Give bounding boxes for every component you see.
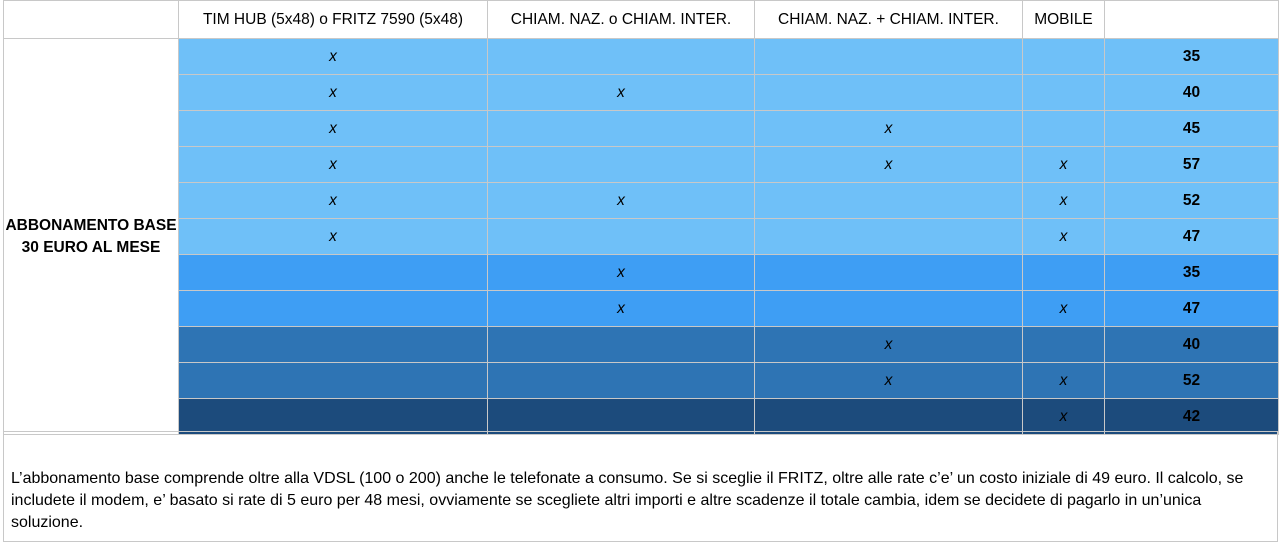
price-cell: 42 bbox=[1104, 398, 1279, 435]
table-row: x x 52 bbox=[4, 362, 1279, 399]
table-row: x x x 57 bbox=[4, 146, 1279, 183]
table-row: x x 47 bbox=[4, 218, 1279, 255]
option-cell-calls-or bbox=[487, 326, 755, 363]
option-cell-modem bbox=[178, 362, 488, 399]
table-row: x 35 bbox=[4, 254, 1279, 291]
option-cell-modem: x bbox=[178, 146, 488, 183]
table-row: x x 47 bbox=[4, 290, 1279, 327]
header-cell-mobile: MOBILE bbox=[1022, 0, 1105, 39]
pricing-table: TIM HUB (5x48) o FRITZ 7590 (5x48) CHIAM… bbox=[3, 0, 1279, 435]
option-cell-calls-plus bbox=[754, 398, 1023, 435]
option-cell-calls-or: x bbox=[487, 290, 755, 327]
option-cell-calls-plus bbox=[754, 218, 1023, 255]
option-cell-mobile bbox=[1022, 38, 1105, 75]
row-label: ABBONAMENTO BASE 30 EURO AL MESE bbox=[3, 38, 179, 435]
option-cell-mobile bbox=[1022, 110, 1105, 147]
option-cell-mobile bbox=[1022, 74, 1105, 111]
price-cell: 47 bbox=[1104, 290, 1279, 327]
note-text: L’abbonamento base comprende oltre alla … bbox=[11, 470, 1244, 531]
option-cell-mobile: x bbox=[1022, 362, 1105, 399]
option-cell-calls-or bbox=[487, 398, 755, 435]
option-cell-calls-plus bbox=[754, 182, 1023, 219]
table-row: x 42 bbox=[4, 398, 1279, 435]
price-cell: 52 bbox=[1104, 362, 1279, 399]
pricing-sheet: TIM HUB (5x48) o FRITZ 7590 (5x48) CHIAM… bbox=[3, 0, 1279, 542]
option-cell-calls-plus bbox=[754, 74, 1023, 111]
header-cell-price bbox=[1104, 0, 1279, 39]
table-row: x 40 bbox=[4, 326, 1279, 363]
option-cell-modem bbox=[178, 254, 488, 291]
option-cell-modem: x bbox=[178, 182, 488, 219]
header-cell-modem: TIM HUB (5x48) o FRITZ 7590 (5x48) bbox=[178, 0, 488, 39]
header-cell-calls-or: CHIAM. NAZ. o CHIAM. INTER. bbox=[487, 0, 755, 39]
option-cell-calls-or bbox=[487, 110, 755, 147]
option-cell-calls-plus: x bbox=[754, 146, 1023, 183]
header-row: TIM HUB (5x48) o FRITZ 7590 (5x48) CHIAM… bbox=[3, 0, 1279, 39]
price-cell: 40 bbox=[1104, 326, 1279, 363]
option-cell-calls-or: x bbox=[487, 74, 755, 111]
option-cell-modem bbox=[178, 290, 488, 327]
table-row: x x 45 bbox=[4, 110, 1279, 147]
option-cell-calls-plus bbox=[754, 38, 1023, 75]
option-cell-calls-or bbox=[487, 146, 755, 183]
price-cell: 45 bbox=[1104, 110, 1279, 147]
option-cell-mobile: x bbox=[1022, 146, 1105, 183]
option-cell-mobile bbox=[1022, 326, 1105, 363]
option-cell-calls-or bbox=[487, 218, 755, 255]
price-cell: 35 bbox=[1104, 38, 1279, 75]
option-cell-calls-or: x bbox=[487, 182, 755, 219]
option-cell-modem bbox=[178, 398, 488, 435]
header-cell-calls-plus: CHIAM. NAZ. + CHIAM. INTER. bbox=[754, 0, 1023, 39]
option-cell-modem bbox=[178, 326, 488, 363]
price-cell: 52 bbox=[1104, 182, 1279, 219]
price-cell: 40 bbox=[1104, 74, 1279, 111]
option-cell-mobile: x bbox=[1022, 182, 1105, 219]
option-cell-calls-or: x bbox=[487, 254, 755, 291]
option-cell-calls-or bbox=[487, 362, 755, 399]
price-cell: 57 bbox=[1104, 146, 1279, 183]
price-cell: 47 bbox=[1104, 218, 1279, 255]
option-cell-mobile bbox=[1022, 254, 1105, 291]
note-box: L’abbonamento base comprende oltre alla … bbox=[3, 431, 1278, 542]
option-cell-calls-or bbox=[487, 38, 755, 75]
option-cell-modem: x bbox=[178, 38, 488, 75]
option-cell-mobile: x bbox=[1022, 290, 1105, 327]
table-row: ABBONAMENTO BASE 30 EURO AL MESE x 35 bbox=[3, 38, 1279, 435]
option-cell-calls-plus bbox=[754, 290, 1023, 327]
table-row: x x x 52 bbox=[4, 182, 1279, 219]
option-cell-calls-plus: x bbox=[754, 326, 1023, 363]
option-cell-calls-plus: x bbox=[754, 362, 1023, 399]
option-cell-calls-plus bbox=[754, 254, 1023, 291]
option-cell-mobile: x bbox=[1022, 218, 1105, 255]
price-cell: 35 bbox=[1104, 254, 1279, 291]
header-cell-corner bbox=[3, 0, 179, 39]
table-row: x x 40 bbox=[4, 74, 1279, 111]
option-cell-calls-plus: x bbox=[754, 110, 1023, 147]
option-cell-modem: x bbox=[178, 110, 488, 147]
option-cell-modem: x bbox=[178, 74, 488, 111]
option-cell-mobile: x bbox=[1022, 398, 1105, 435]
option-cell-modem: x bbox=[178, 218, 488, 255]
